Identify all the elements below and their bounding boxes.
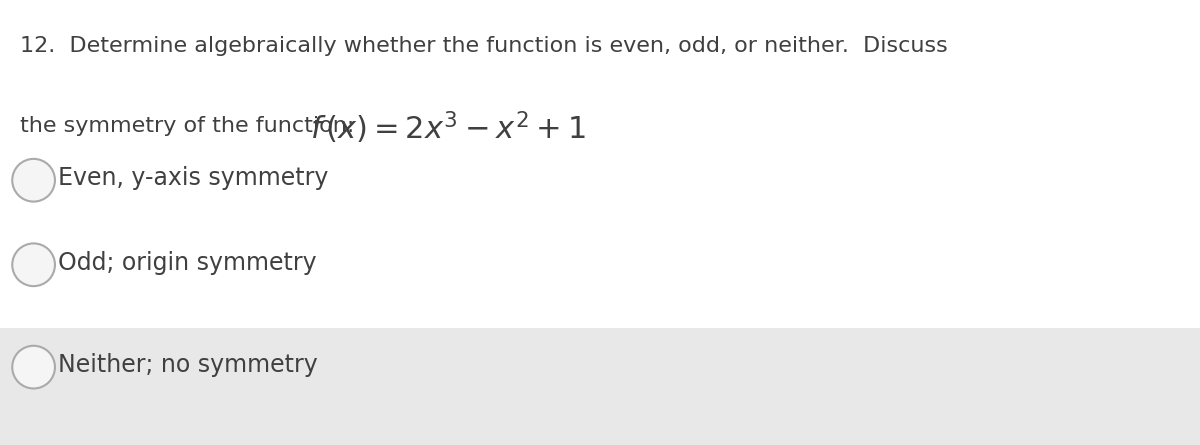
Text: Even, y-axis symmetry: Even, y-axis symmetry <box>58 166 328 190</box>
Text: Odd; origin symmetry: Odd; origin symmetry <box>58 251 317 275</box>
FancyBboxPatch shape <box>0 328 1200 445</box>
Ellipse shape <box>12 243 55 286</box>
Ellipse shape <box>12 159 55 202</box>
Text: Neither; no symmetry: Neither; no symmetry <box>58 353 317 377</box>
Text: the symmetry of the function:: the symmetry of the function: <box>20 116 355 136</box>
Text: $f\,(x) = 2x^3 - x^2 + 1$: $f\,(x) = 2x^3 - x^2 + 1$ <box>310 109 586 146</box>
Text: 12.  Determine algebraically whether the function is even, odd, or neither.  Dis: 12. Determine algebraically whether the … <box>20 36 948 56</box>
Ellipse shape <box>12 346 55 388</box>
